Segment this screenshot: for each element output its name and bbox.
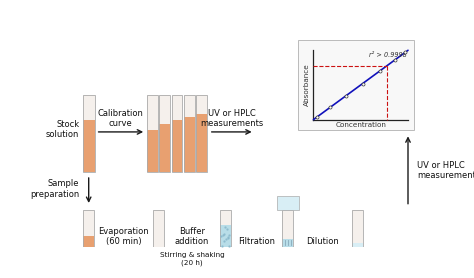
Bar <box>283 210 293 278</box>
Bar <box>298 39 414 130</box>
Bar <box>147 130 158 172</box>
Text: Sample
preparation: Sample preparation <box>30 179 80 198</box>
Bar <box>172 95 182 120</box>
Bar <box>172 95 182 172</box>
Bar <box>283 239 293 278</box>
Bar <box>220 225 231 278</box>
Bar <box>153 210 164 278</box>
Bar <box>82 120 95 172</box>
Text: Absorbance: Absorbance <box>303 64 310 106</box>
Text: Evaporation
(60 min): Evaporation (60 min) <box>98 227 149 246</box>
Text: Buffer
addition: Buffer addition <box>175 227 210 246</box>
Bar <box>184 116 195 172</box>
Bar <box>147 95 158 172</box>
Bar <box>196 95 207 172</box>
Bar <box>196 95 207 114</box>
Bar <box>83 210 94 236</box>
Text: r² > 0.9998: r² > 0.9998 <box>369 52 407 58</box>
Text: UV or HPLC
measurements: UV or HPLC measurements <box>200 109 264 128</box>
Bar <box>147 95 158 130</box>
Text: Filtration: Filtration <box>238 237 275 246</box>
Bar <box>352 210 363 243</box>
Bar <box>220 210 231 278</box>
Text: Calibration
curve: Calibration curve <box>98 109 144 128</box>
Bar <box>283 210 293 239</box>
Bar <box>184 95 195 172</box>
Bar <box>352 210 363 278</box>
Text: Stock
solution: Stock solution <box>46 120 80 139</box>
Bar <box>82 95 95 172</box>
Bar <box>220 210 231 225</box>
Text: Dilution: Dilution <box>306 237 339 246</box>
Bar <box>83 210 94 278</box>
Text: Stirring & shaking
(20 h): Stirring & shaking (20 h) <box>160 252 225 265</box>
Bar <box>352 243 363 278</box>
Bar <box>196 114 207 172</box>
Bar <box>159 95 170 172</box>
Bar <box>82 95 95 120</box>
Text: UV or HPLC
measurements: UV or HPLC measurements <box>417 161 474 180</box>
Bar <box>153 210 164 278</box>
Bar <box>172 120 182 172</box>
Text: Concentration: Concentration <box>335 122 386 128</box>
Bar <box>159 124 170 172</box>
Bar <box>83 236 94 278</box>
Bar <box>184 95 195 116</box>
Bar <box>159 95 170 124</box>
Bar <box>277 195 299 210</box>
